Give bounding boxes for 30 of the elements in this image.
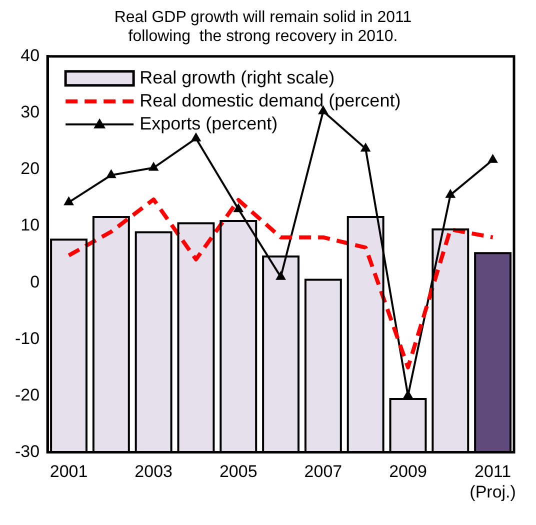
point [106, 170, 116, 178]
point [318, 106, 328, 114]
chart-title: Real GDP growth will remain solid in 2011 following the strong recovery in 2010. [114, 9, 412, 46]
point [192, 133, 200, 142]
point [446, 190, 455, 198]
point [149, 162, 158, 171]
y-tick-label: 30 [20, 102, 40, 122]
y-tick-label: 20 [20, 159, 40, 178]
legend-label: Real growth (right scale) [140, 67, 335, 88]
x-tick-label: 2011 (Proj.) [470, 462, 516, 502]
legend-label: Exports (percent) [140, 113, 278, 134]
x-tick-label: 2009 [389, 462, 427, 482]
y-tick-label: -20 [14, 385, 40, 404]
legend-label: Real domestic demand (percent) [140, 90, 401, 110]
x-tick-label: 2007 [304, 462, 342, 482]
point [488, 154, 498, 163]
point [64, 197, 74, 206]
y-tick-label: 40 [20, 46, 40, 66]
point [404, 390, 412, 399]
y-tick-label: -10 [14, 328, 40, 348]
point [361, 144, 370, 152]
y-tick-label: 0 [30, 272, 40, 292]
x-tick-label: 2001 [50, 462, 88, 482]
y-tick-label: -30 [14, 442, 40, 461]
x-tick-label: 2003 [134, 462, 172, 482]
y-tick-label: 10 [20, 216, 40, 235]
line-series [66, 197, 495, 370]
x-tick-label: 2005 [219, 462, 258, 482]
point [234, 204, 243, 212]
point [276, 272, 286, 280]
